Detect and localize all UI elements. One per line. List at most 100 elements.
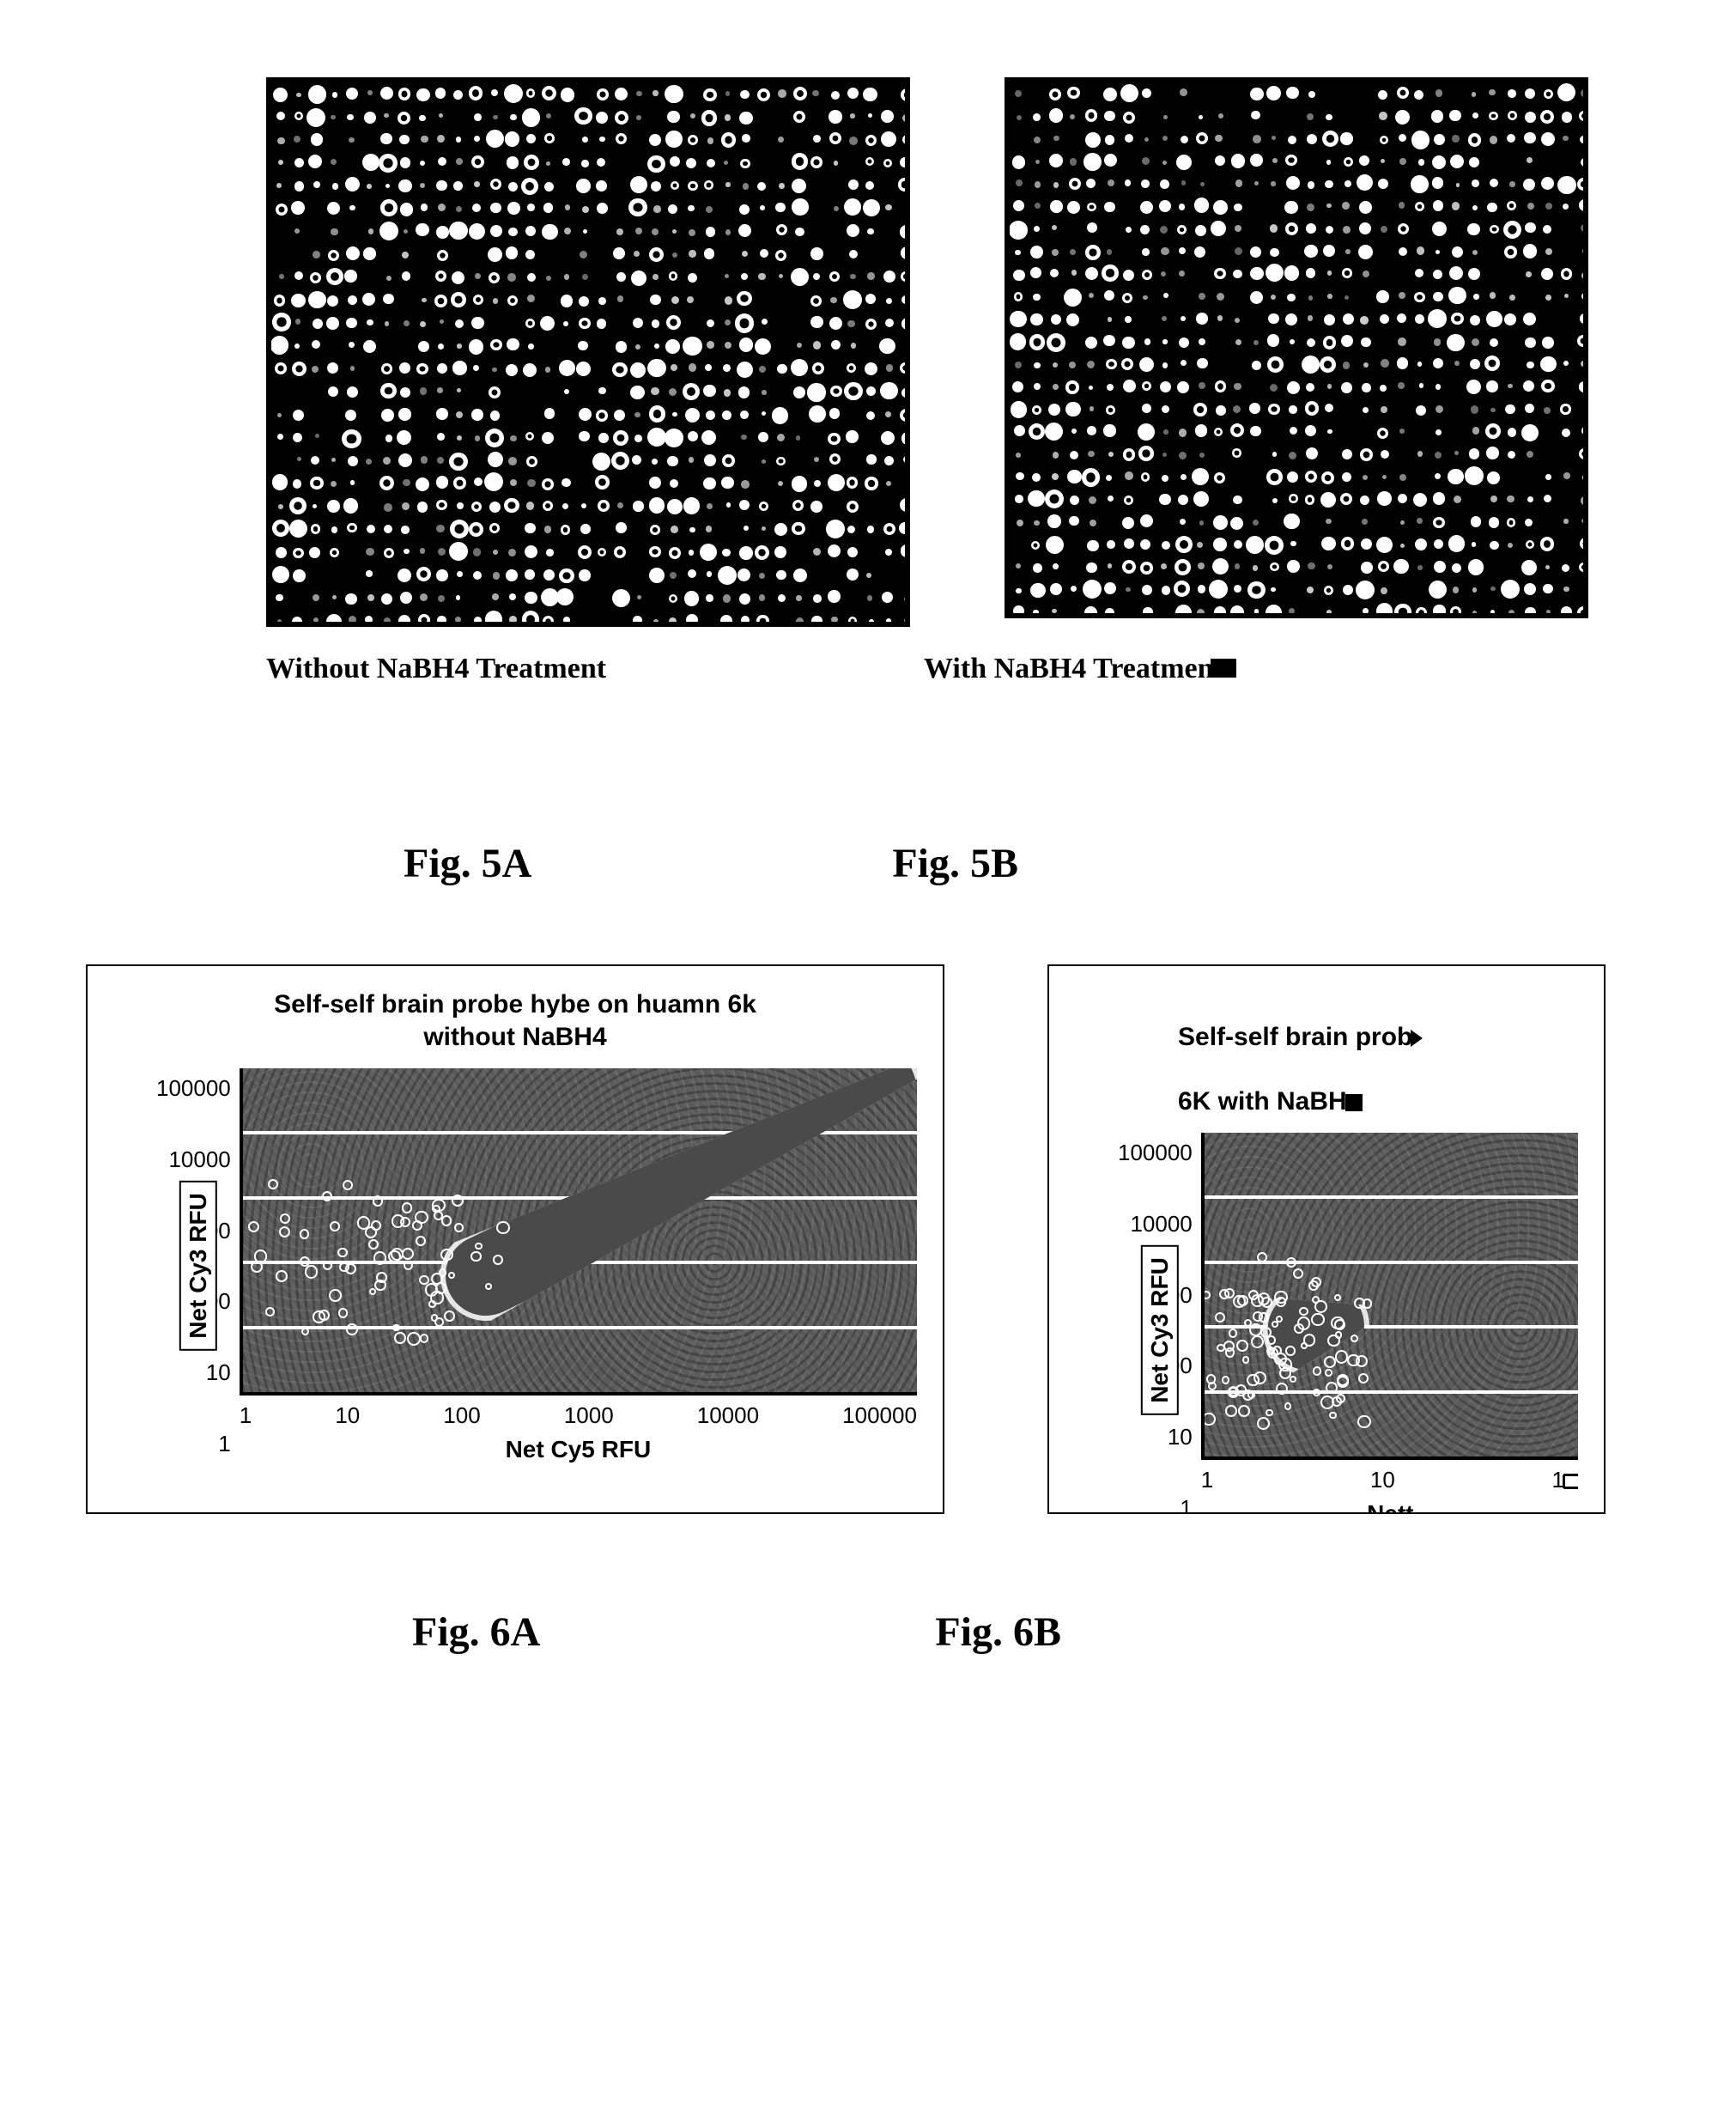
scatter-point [1303,1334,1316,1347]
microarray-spot [670,156,681,167]
microarray-spot [1144,137,1149,142]
microarray-spot [1544,89,1553,99]
microarray-spot [367,90,373,95]
microarray-spot [900,362,910,374]
microarray-spot [1508,428,1516,436]
microarray-spot [574,107,592,125]
microarray-spot [1326,610,1332,615]
microarray-spot [1321,537,1336,551]
microarray-spot [1106,405,1115,415]
microarray-spot [615,111,628,125]
microarray-spot [475,273,481,279]
scatter-point [1202,1413,1215,1426]
microarray-spot [739,546,752,559]
microarray-spot [475,435,481,441]
truncation-glyph-sq [1345,1094,1363,1111]
microarray-spot [631,271,646,286]
microarray-spot [1320,492,1336,508]
microarray-spot [1067,470,1081,483]
microarray-spot [737,569,750,581]
microarray-spot [633,318,643,328]
microarray-spot [1087,222,1097,233]
microarray-spot [1579,381,1589,392]
microarray-spot [1252,361,1261,370]
microarray-spot [828,544,841,557]
scatter-point [1347,1354,1359,1366]
microarray-spot [689,457,694,462]
microarray-spot [666,315,681,330]
microarray-spot [635,228,642,234]
microarray-spot [546,161,550,166]
microarray-spot [506,364,518,376]
microarray-spot [1087,361,1095,368]
scatter-point [371,1220,381,1231]
tick-label: 10 [335,1402,360,1429]
microarray-spot [561,88,575,102]
microarray-spot [456,595,460,599]
microarray-spot [564,274,570,280]
microarray-spot [1490,496,1497,502]
microarray-spot [456,206,462,212]
microarray-spot [1490,587,1495,591]
microarray-spot [1089,293,1094,298]
microarray-spot [863,199,880,216]
microarray-spot [1322,131,1338,147]
microarray-spot [579,408,592,421]
scatter-point [419,1275,428,1285]
microarray-spot [741,273,749,281]
microarray-spot [1160,381,1171,392]
microarray-spot [453,477,466,490]
microarray-spot [810,316,822,328]
microarray-spot [1125,179,1132,186]
microarray-spot [1284,201,1297,214]
microarray-spot [527,204,535,211]
microarray-spot [1160,179,1169,189]
microarray-spot [579,318,591,330]
microarray-spot [379,222,398,240]
microarray-spot [667,111,680,124]
microarray-spot [277,434,284,441]
microarray-spot [598,297,606,305]
microarray-spot [1268,404,1280,416]
microarray-spot [1177,381,1189,393]
microarray-spot [559,360,575,376]
microarray-spot [332,183,339,190]
microarray-spot [722,410,731,420]
microarray-spot [1106,475,1112,481]
microarray-spot [1472,179,1479,187]
microarray-spot [1343,362,1351,369]
microarray-spot [1325,404,1333,412]
microarray-spot [1271,295,1276,300]
microarray-spot [1417,451,1423,456]
microarray-spot [1035,181,1041,188]
microarray-spot [1266,469,1282,484]
microarray-spot [886,298,892,304]
microarray-spot [612,362,627,377]
microarray-spot [1433,200,1444,211]
microarray-spot [1270,224,1278,232]
microarray-spot [489,272,500,283]
microarray-spot [1472,338,1480,347]
microarray-spot [1342,268,1352,278]
microarray-spot [775,250,786,261]
microarray-spot [1381,159,1385,163]
microarray-spot [1086,179,1096,188]
microarray-spot [1270,248,1278,257]
microarray-spot [1253,340,1259,345]
microarray-spot [294,181,305,192]
microarray-spot [1376,603,1393,618]
microarray-spot [1470,359,1480,369]
microarray-spot [524,155,539,170]
microarray-spot [330,548,339,557]
microarray-spot [332,595,337,600]
tick-label: 1 [1552,1467,1578,1493]
fig-label-5b: Fig. 5B [892,840,1018,887]
microarray-spot [1235,247,1242,255]
microarray-spot [1174,581,1190,597]
microarray-spot [779,274,783,278]
scatter-point [391,1248,404,1261]
microarray-spot [1327,294,1332,298]
microarray-spot [346,246,360,260]
microarray-spot [1361,337,1371,348]
microarray-spot [725,319,731,325]
